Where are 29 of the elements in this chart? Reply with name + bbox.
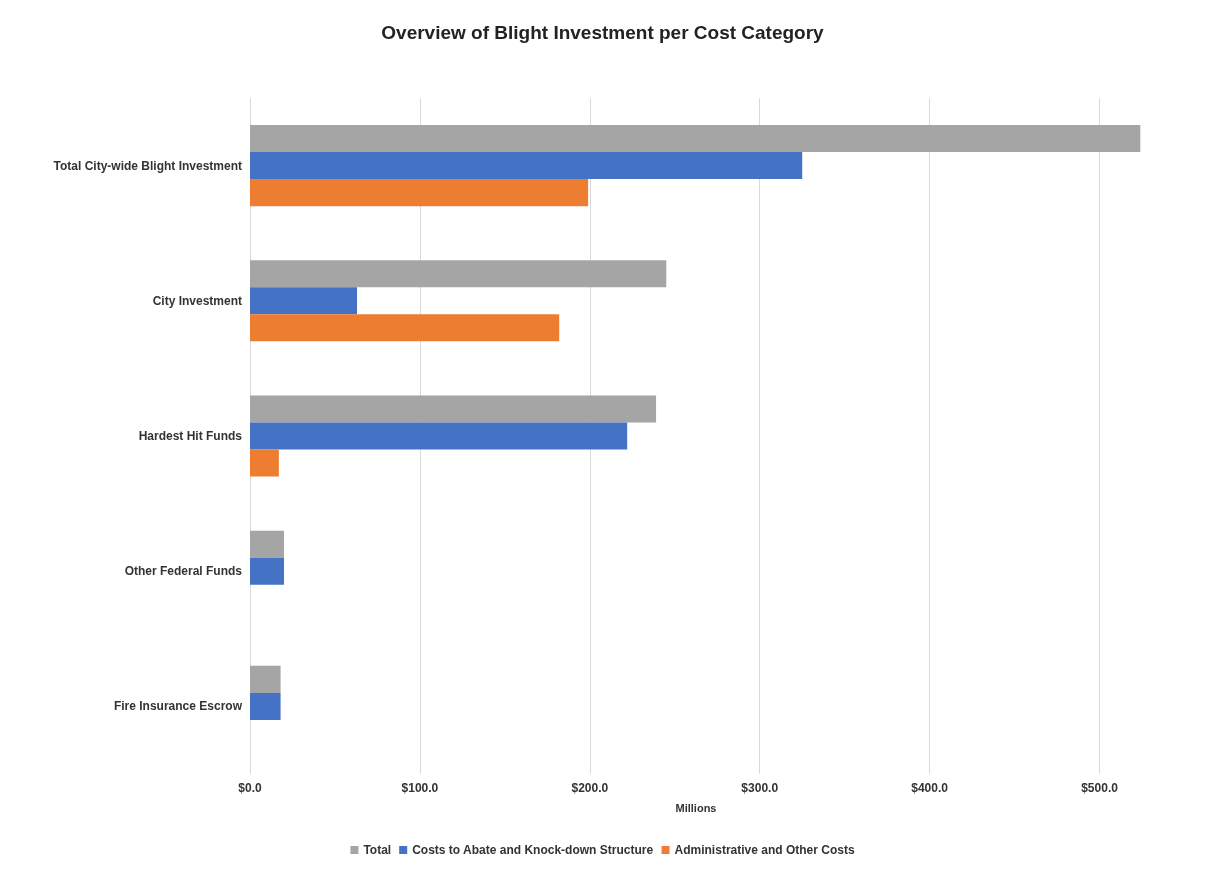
bar [250, 314, 560, 342]
bar [250, 422, 628, 450]
legend-label: Administrative and Other Costs [674, 843, 855, 857]
y-tick-label: Total City-wide Blight Investment [53, 158, 242, 173]
chart-title: Overview of Blight Investment per Cost Category [381, 22, 825, 43]
legend-label: Total [363, 843, 392, 857]
bar [250, 287, 358, 315]
bar [250, 395, 657, 423]
bar [250, 125, 1141, 153]
x-tick-label: $500.0 [1081, 781, 1119, 795]
bar [250, 260, 667, 288]
bar [250, 152, 803, 180]
y-tick-label: Fire Insurance Escrow [113, 699, 243, 714]
x-tick-label: $300.0 [741, 781, 779, 795]
y-tick-label: Other Federal Funds [124, 564, 243, 579]
x-tick-label: $400.0 [911, 781, 949, 795]
bar [250, 179, 589, 207]
bar [250, 692, 281, 720]
x-tick-label: $100.0 [401, 781, 439, 795]
y-tick-label: City Investment [152, 293, 242, 308]
bar [250, 557, 284, 585]
x-tick-label: $200.0 [571, 781, 609, 795]
y-tick-label: Hardest Hit Funds [138, 429, 243, 443]
legend-label: Costs to Abate and Knock-down Structure [412, 843, 654, 857]
bar [250, 449, 279, 477]
x-tick-label: $0.0 [238, 781, 262, 795]
bar [250, 665, 281, 693]
bar [250, 530, 284, 558]
x-axis-title: Millions [675, 801, 717, 814]
